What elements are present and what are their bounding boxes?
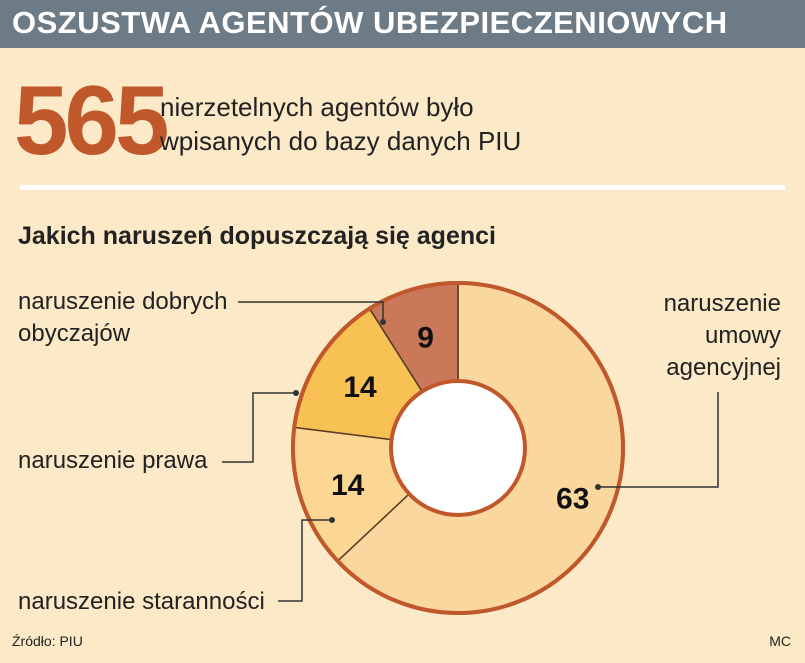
value-label-starannosci: 14: [331, 469, 365, 502]
leader-line-dobrych-obyczajow: [238, 301, 384, 322]
label-starannosci-line-1: naruszenie staranności: [18, 588, 265, 615]
label-umowy-agencyjnej-line-1: naruszenie: [663, 290, 781, 317]
author-credit: MC: [769, 633, 791, 649]
leader-line-starannosci-dot: [329, 517, 335, 523]
page-title: OSZUSTWA AGENTÓW UBEZPIECZENIOWYCH: [12, 5, 728, 40]
chart-title: Jakich naruszeń dopuszczają się agenci: [18, 222, 496, 250]
label-prawa: naruszenie prawa: [18, 445, 207, 477]
title-bar: OSZUSTWA AGENTÓW UBEZPIECZENIOWYCH: [0, 0, 805, 48]
divider: [20, 185, 785, 190]
leader-line-prawa: [222, 392, 296, 463]
value-label-dobrych-obyczajow: 9: [417, 322, 434, 355]
label-umowy-agencyjnej: naruszenie umowy agencyjnej: [581, 288, 781, 384]
leader-line-umowy-agencyjnej-dot: [595, 484, 601, 490]
label-prawa-line-1: naruszenie prawa: [18, 447, 208, 474]
leader-line-umowy-agencyjnej: [598, 392, 719, 488]
label-starannosci: naruszenie staranności: [18, 586, 265, 618]
headline-caption: nierzetelnych agentów było wpisanych do …: [160, 90, 521, 158]
label-umowy-agencyjnej-line-2: umowy: [704, 322, 781, 349]
label-dobrych-obyczajow: naruszenie dobrych obyczajów: [18, 286, 227, 350]
label-dobrych-obyczajow-line-1: naruszenie dobrych: [18, 288, 228, 315]
label-umowy-agencyjnej-line-3: agencyjnej: [666, 354, 781, 381]
value-label-umowy-agencyjnej: 63: [556, 483, 589, 516]
donut-outer-ring: [291, 281, 625, 615]
leader-line-prawa-dot: [293, 390, 299, 396]
headline-number: 565: [14, 65, 170, 175]
headline-caption-line-1: nierzetelnych agentów było: [160, 92, 474, 122]
leader-line-starannosci: [278, 519, 332, 602]
donut-hole: [389, 379, 527, 517]
label-dobrych-obyczajow-line-2: obyczajów: [18, 320, 131, 347]
headline-caption-line-2: wpisanych do bazy danych PIU: [160, 126, 522, 156]
leader-line-dobrych-obyczajow-dot: [380, 319, 386, 325]
value-label-prawa: 14: [343, 371, 377, 404]
source-note: Źródło: PIU: [12, 633, 83, 649]
